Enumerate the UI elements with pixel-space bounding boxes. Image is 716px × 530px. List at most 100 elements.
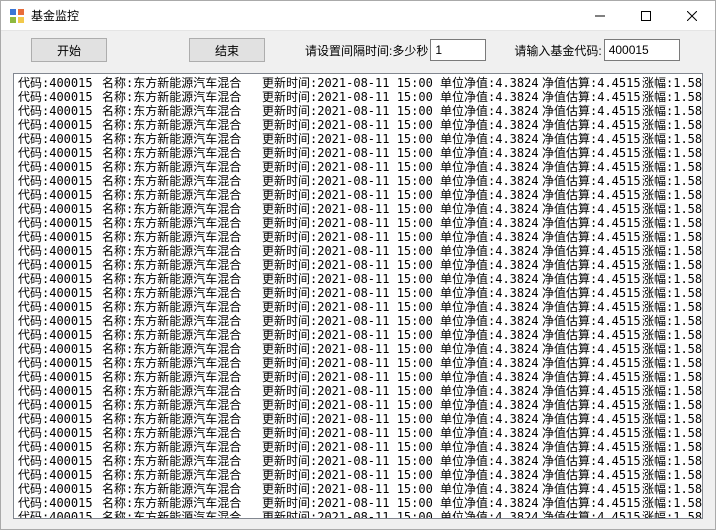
code-input[interactable] (604, 39, 680, 61)
cell-nav: 单位净值:4.3824 (440, 384, 542, 398)
cell-nav: 单位净值:4.3824 (440, 174, 542, 188)
cell-update: 更新时间:2021-08-11 15:00 (262, 286, 440, 300)
cell-est: 净值估算:4.4515 (542, 216, 642, 230)
cell-est: 净值估算:4.4515 (542, 104, 642, 118)
cell-code: 代码:400015 (18, 482, 102, 496)
cell-chg: 涨幅:1.58 (642, 104, 703, 118)
cell-nav: 单位净值:4.3824 (440, 398, 542, 412)
cell-update: 更新时间:2021-08-11 15:00 (262, 426, 440, 440)
log-row: 代码:400015名称:东方新能源汽车混合更新时间:2021-08-11 15:… (18, 272, 698, 286)
interval-input[interactable] (430, 39, 486, 61)
cell-chg: 涨幅:1.58 (642, 188, 703, 202)
cell-chg: 涨幅:1.58 (642, 146, 703, 160)
cell-est: 净值估算:4.4515 (542, 272, 642, 286)
cell-code: 代码:400015 (18, 272, 102, 286)
cell-chg: 涨幅:1.58 (642, 160, 703, 174)
log-row: 代码:400015名称:东方新能源汽车混合更新时间:2021-08-11 15:… (18, 468, 698, 482)
cell-name: 名称:东方新能源汽车混合 (102, 412, 262, 426)
cell-name: 名称:东方新能源汽车混合 (102, 118, 262, 132)
cell-chg: 涨幅:1.58 (642, 496, 703, 510)
cell-code: 代码:400015 (18, 202, 102, 216)
cell-nav: 单位净值:4.3824 (440, 188, 542, 202)
cell-nav: 单位净值:4.3824 (440, 510, 542, 519)
cell-chg: 涨幅:1.58 (642, 300, 703, 314)
cell-nav: 单位净值:4.3824 (440, 244, 542, 258)
cell-code: 代码:400015 (18, 286, 102, 300)
cell-est: 净值估算:4.4515 (542, 426, 642, 440)
cell-chg: 涨幅:1.58 (642, 384, 703, 398)
cell-update: 更新时间:2021-08-11 15:00 (262, 104, 440, 118)
maximize-button[interactable] (623, 1, 669, 31)
cell-nav: 单位净值:4.3824 (440, 202, 542, 216)
end-button[interactable]: 结束 (189, 38, 265, 62)
cell-code: 代码:400015 (18, 342, 102, 356)
cell-est: 净值估算:4.4515 (542, 496, 642, 510)
cell-nav: 单位净值:4.3824 (440, 454, 542, 468)
cell-name: 名称:东方新能源汽车混合 (102, 174, 262, 188)
close-button[interactable] (669, 1, 715, 31)
cell-nav: 单位净值:4.3824 (440, 482, 542, 496)
log-row: 代码:400015名称:东方新能源汽车混合更新时间:2021-08-11 15:… (18, 230, 698, 244)
cell-name: 名称:东方新能源汽车混合 (102, 356, 262, 370)
cell-code: 代码:400015 (18, 160, 102, 174)
cell-nav: 单位净值:4.3824 (440, 216, 542, 230)
cell-code: 代码:400015 (18, 384, 102, 398)
cell-update: 更新时间:2021-08-11 15:00 (262, 174, 440, 188)
cell-name: 名称:东方新能源汽车混合 (102, 90, 262, 104)
cell-update: 更新时间:2021-08-11 15:00 (262, 412, 440, 426)
cell-code: 代码:400015 (18, 244, 102, 258)
log-row: 代码:400015名称:东方新能源汽车混合更新时间:2021-08-11 15:… (18, 174, 698, 188)
cell-chg: 涨幅:1.58 (642, 258, 703, 272)
log-row: 代码:400015名称:东方新能源汽车混合更新时间:2021-08-11 15:… (18, 328, 698, 342)
cell-nav: 单位净值:4.3824 (440, 146, 542, 160)
cell-update: 更新时间:2021-08-11 15:00 (262, 342, 440, 356)
cell-code: 代码:400015 (18, 370, 102, 384)
cell-name: 名称:东方新能源汽车混合 (102, 384, 262, 398)
cell-name: 名称:东方新能源汽车混合 (102, 328, 262, 342)
log-row: 代码:400015名称:东方新能源汽车混合更新时间:2021-08-11 15:… (18, 454, 698, 468)
log-row: 代码:400015名称:东方新能源汽车混合更新时间:2021-08-11 15:… (18, 188, 698, 202)
cell-est: 净值估算:4.4515 (542, 370, 642, 384)
cell-update: 更新时间:2021-08-11 15:00 (262, 370, 440, 384)
cell-chg: 涨幅:1.58 (642, 454, 703, 468)
cell-code: 代码:400015 (18, 412, 102, 426)
log-row: 代码:400015名称:东方新能源汽车混合更新时间:2021-08-11 15:… (18, 202, 698, 216)
cell-name: 名称:东方新能源汽车混合 (102, 146, 262, 160)
start-button[interactable]: 开始 (31, 38, 107, 62)
cell-nav: 单位净值:4.3824 (440, 272, 542, 286)
cell-code: 代码:400015 (18, 76, 102, 90)
log-row: 代码:400015名称:东方新能源汽车混合更新时间:2021-08-11 15:… (18, 118, 698, 132)
cell-update: 更新时间:2021-08-11 15:00 (262, 300, 440, 314)
cell-update: 更新时间:2021-08-11 15:00 (262, 328, 440, 342)
cell-chg: 涨幅:1.58 (642, 216, 703, 230)
cell-update: 更新时间:2021-08-11 15:00 (262, 272, 440, 286)
code-label: 请输入基金代码: (514, 42, 601, 59)
cell-update: 更新时间:2021-08-11 15:00 (262, 132, 440, 146)
cell-code: 代码:400015 (18, 356, 102, 370)
cell-code: 代码:400015 (18, 468, 102, 482)
cell-code: 代码:400015 (18, 454, 102, 468)
cell-name: 名称:东方新能源汽车混合 (102, 370, 262, 384)
cell-name: 名称:东方新能源汽车混合 (102, 202, 262, 216)
cell-nav: 单位净值:4.3824 (440, 160, 542, 174)
cell-code: 代码:400015 (18, 300, 102, 314)
cell-chg: 涨幅:1.58 (642, 328, 703, 342)
cell-nav: 单位净值:4.3824 (440, 258, 542, 272)
app-window: 基金监控 开始 结束 请设置间隔时间:多少秒 请输入基金代码: 代码:40001… (0, 0, 716, 530)
minimize-button[interactable] (577, 1, 623, 31)
cell-code: 代码:400015 (18, 174, 102, 188)
cell-code: 代码:400015 (18, 146, 102, 160)
cell-nav: 单位净值:4.3824 (440, 468, 542, 482)
cell-est: 净值估算:4.4515 (542, 258, 642, 272)
cell-nav: 单位净值:4.3824 (440, 286, 542, 300)
log-row: 代码:400015名称:东方新能源汽车混合更新时间:2021-08-11 15:… (18, 426, 698, 440)
log-area[interactable]: 代码:400015名称:东方新能源汽车混合更新时间:2021-08-11 15:… (13, 73, 703, 519)
cell-nav: 单位净值:4.3824 (440, 230, 542, 244)
cell-name: 名称:东方新能源汽车混合 (102, 510, 262, 519)
log-row: 代码:400015名称:东方新能源汽车混合更新时间:2021-08-11 15:… (18, 412, 698, 426)
window-title: 基金监控 (31, 7, 79, 24)
log-row: 代码:400015名称:东方新能源汽车混合更新时间:2021-08-11 15:… (18, 370, 698, 384)
log-row: 代码:400015名称:东方新能源汽车混合更新时间:2021-08-11 15:… (18, 216, 698, 230)
cell-name: 名称:东方新能源汽车混合 (102, 314, 262, 328)
cell-code: 代码:400015 (18, 104, 102, 118)
